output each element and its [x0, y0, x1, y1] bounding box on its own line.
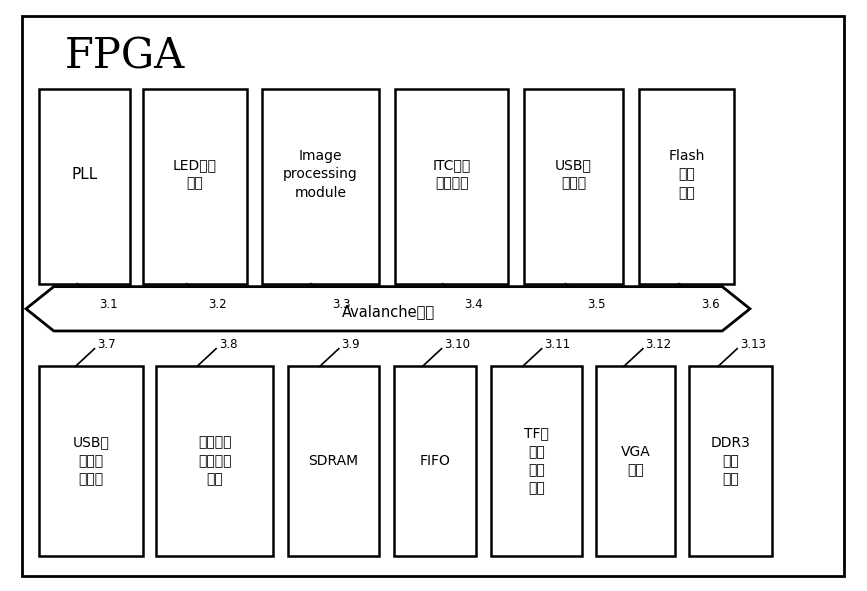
Bar [596, 366, 675, 556]
Text: 3.7: 3.7 [97, 338, 115, 351]
Text: 3.11: 3.11 [544, 338, 570, 351]
Text: 3.13: 3.13 [740, 338, 766, 351]
Text: FPGA: FPGA [65, 35, 186, 77]
Text: 3.10: 3.10 [444, 338, 470, 351]
Text: LED控制
模块: LED控制 模块 [173, 158, 217, 190]
Text: 3.9: 3.9 [342, 338, 360, 351]
Bar [689, 366, 772, 556]
Text: 3.1: 3.1 [99, 298, 118, 311]
Text: 3.4: 3.4 [465, 298, 483, 311]
Text: FIFO: FIFO [420, 454, 450, 468]
Text: 3.12: 3.12 [645, 338, 672, 351]
Bar [491, 366, 582, 556]
Text: DDR3
控制
模块: DDR3 控制 模块 [711, 436, 750, 486]
Text: Avalanche总线: Avalanche总线 [342, 304, 434, 319]
Text: VGA
接口: VGA 接口 [621, 445, 650, 477]
Bar [524, 89, 623, 284]
Text: ITC数据
交换模块: ITC数据 交换模块 [433, 158, 471, 190]
Bar [288, 366, 379, 556]
Text: 3.5: 3.5 [587, 298, 606, 311]
Text: USB传
输模块: USB传 输模块 [555, 158, 592, 190]
Text: USB摄
像头连
接模块: USB摄 像头连 接模块 [73, 436, 109, 486]
Text: Flash
数据
交换: Flash 数据 交换 [668, 149, 705, 200]
Text: 3.3: 3.3 [333, 298, 351, 311]
Polygon shape [26, 287, 750, 331]
Text: PLL: PLL [71, 167, 98, 182]
Text: TF卡
数据
存储
模块: TF卡 数据 存储 模块 [524, 426, 549, 496]
Text: 3.6: 3.6 [701, 298, 720, 311]
Bar [39, 366, 143, 556]
Text: Image
processing
module: Image processing module [283, 149, 358, 200]
Text: 3.8: 3.8 [218, 338, 238, 351]
Bar [143, 89, 247, 284]
Bar [639, 89, 734, 284]
Bar [262, 89, 379, 284]
Bar [394, 366, 476, 556]
Text: 控制模块
和传感器
模块: 控制模块 和传感器 模块 [198, 436, 231, 486]
Bar [156, 366, 273, 556]
Bar [395, 89, 508, 284]
Text: SDRAM: SDRAM [309, 454, 358, 468]
Text: 3.2: 3.2 [208, 298, 227, 311]
Bar [39, 89, 130, 284]
